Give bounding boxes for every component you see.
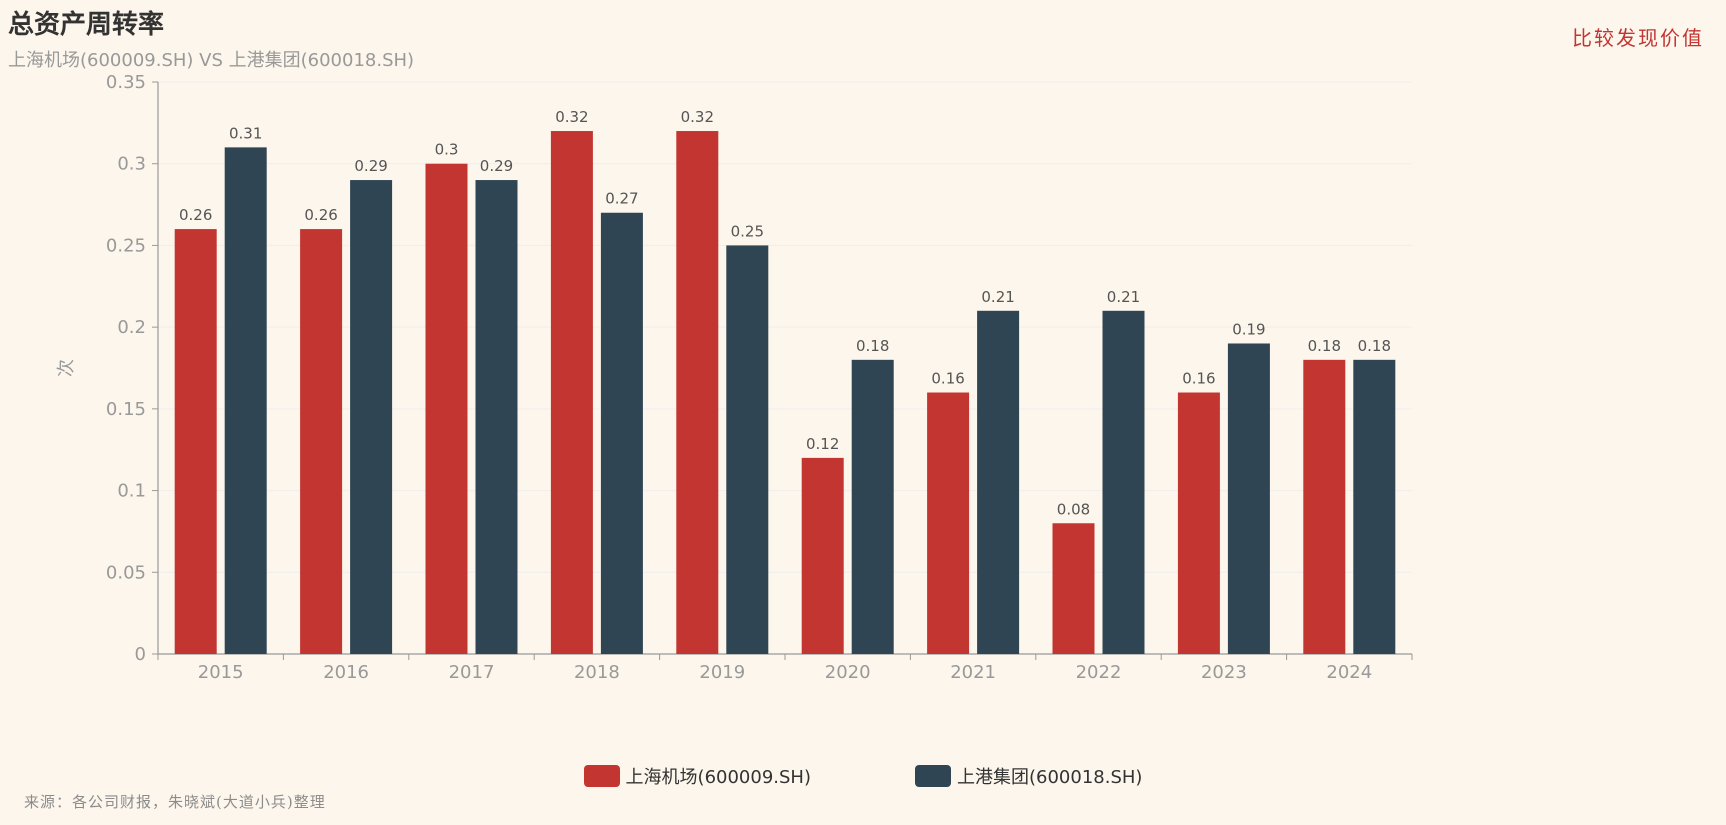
data-label-series-1: 0.21 [1107,288,1140,306]
legend-label-series-0: 上海机场(600009.SH) [625,767,811,788]
bar-series-1 [1102,310,1145,654]
bar-series-0 [1303,359,1346,654]
y-axis-label: 次 [56,359,77,377]
bar-series-1 [851,359,894,654]
y-tick-label: 0.1 [117,481,146,502]
chart-title: 总资产周转率 [8,10,165,40]
x-tick-label: 2020 [825,662,871,683]
data-label-series-1: 0.29 [480,157,513,175]
data-label-series-1: 0.18 [856,337,889,355]
data-label-series-0: 0.18 [1308,337,1341,355]
bar-series-1 [726,245,769,654]
y-tick-label: 0.2 [117,317,146,338]
x-tick-label: 2023 [1201,662,1247,683]
x-tick-label: 2015 [198,662,244,683]
bar-series-1 [224,147,267,654]
data-label-series-1: 0.19 [1232,320,1265,338]
data-label-series-1: 0.18 [1358,337,1391,355]
bar-series-0 [1052,523,1095,654]
bar-series-1 [1227,343,1270,654]
bar-series-1 [600,212,643,654]
x-tick-label: 2024 [1326,662,1372,683]
data-label-series-0: 0.16 [1182,370,1215,388]
y-tick-label: 0.25 [106,235,146,256]
data-label-series-1: 0.31 [229,124,262,142]
data-label-series-0: 0.32 [681,108,714,126]
x-tick-label: 2016 [323,662,369,683]
data-label-series-1: 0.25 [731,222,764,240]
data-label-series-1: 0.29 [354,157,387,175]
y-tick-label: 0.3 [117,154,146,175]
bar-series-0 [300,229,343,655]
bar-series-0 [425,163,468,654]
legend-item-series-0[interactable]: 上海机场(600009.SH) [583,763,811,789]
x-tick-label: 2019 [699,662,745,683]
bar-series-1 [1353,359,1396,654]
data-label-series-0: 0.26 [304,206,337,224]
y-tick-label: 0.15 [106,399,146,420]
brand-slogan: 比较发现价值 [1572,26,1704,50]
data-label-series-0: 0.12 [806,435,839,453]
chart-subtitle: 上海机场(600009.SH) VS 上港集团(600018.SH) [8,50,415,71]
legend-label-series-1: 上港集团(600018.SH) [957,767,1143,788]
data-label-series-0: 0.32 [555,108,588,126]
y-tick-label: 0.35 [106,72,146,93]
bar-series-0 [927,392,970,654]
bar-series-1 [977,310,1020,654]
bar-series-0 [676,131,719,654]
bar-series-1 [350,180,393,655]
bar-chart: 0 0.05 0.1 0.15 0.2 0.25 0.3 0.35 次 2015 0.26 0.31 2… [56,72,1413,683]
x-tick-label: 2017 [449,662,495,683]
data-label-series-0: 0.08 [1057,500,1090,518]
data-label-series-1: 0.21 [981,288,1014,306]
y-tick-label: 0.05 [106,562,146,583]
data-label-series-0: 0.26 [179,206,212,224]
bar-series-0 [1177,392,1220,654]
x-tick-label: 2018 [574,662,620,683]
chart-legend: 上海机场(600009.SH) 上港集团(600018.SH) [0,763,1726,789]
x-tick-label: 2021 [950,662,996,683]
data-label-series-0: 0.16 [931,370,964,388]
data-label-series-1: 0.27 [605,190,638,208]
source-note: 来源：各公司财报，朱晓斌(大道小兵)整理 [24,793,326,811]
bar-series-0 [801,457,844,654]
bar-series-0 [550,131,593,654]
legend-swatch-series-0 [583,765,620,787]
y-tick-label: 0 [135,644,146,665]
legend-swatch-series-1 [915,765,951,787]
bar-series-1 [475,180,518,655]
legend-item-series-1[interactable]: 上港集团(600018.SH) [915,763,1142,789]
bar-series-0 [174,229,217,655]
x-tick-label: 2022 [1076,662,1122,683]
data-label-series-0: 0.3 [435,141,459,159]
